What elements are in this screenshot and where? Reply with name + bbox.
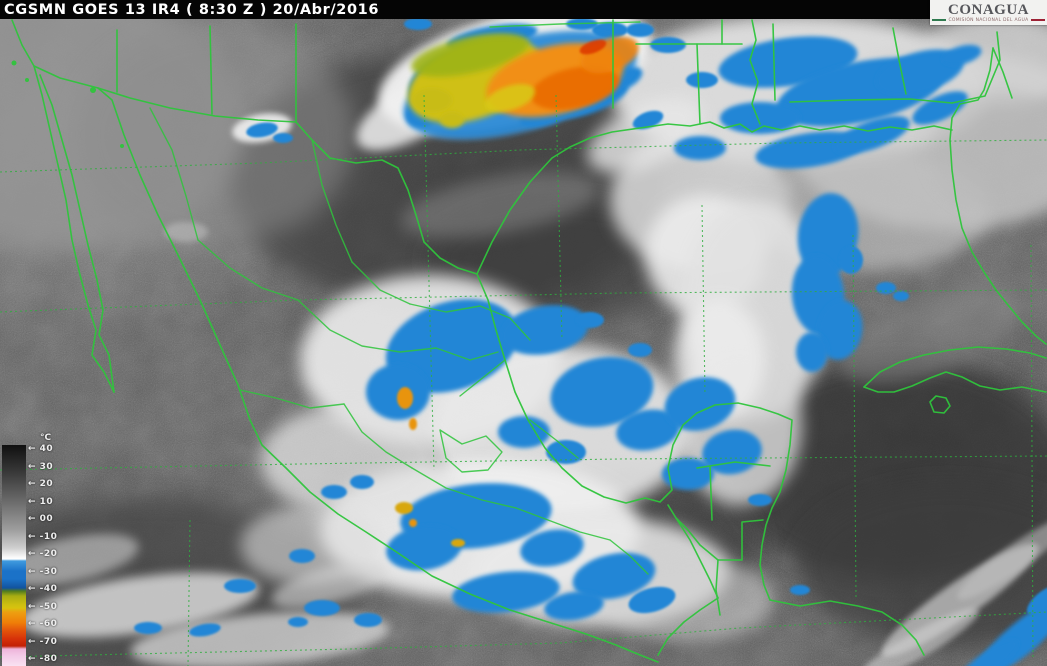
scale-tick-label: ← 40 [28,444,54,454]
scale-tick-label: ← -70 [28,636,58,647]
image-title: CGSMN GOES 13 IR4 ( 8:30 Z ) 20/Abr/2016 [4,1,380,18]
satellite-map [0,19,1047,666]
border-florida [949,47,1047,345]
title-bar: CGSMN GOES 13 IR4 ( 8:30 Z ) 20/Abr/2016 [0,0,1047,19]
map-dots [11,60,124,148]
scale-tick-label: ← 10 [28,496,54,507]
logo-red-bar [1030,19,1045,21]
border-baja-east [39,74,115,393]
border-pacific-coast [97,87,659,663]
border-yucatan [696,402,793,601]
border-honduras-coast [769,599,925,656]
scale-tick-label: ← -10 [28,531,58,542]
logo-subtitle: COMISIÓN NACIONAL DEL AGUA [948,17,1029,23]
scale-tick-label: ← -50 [28,601,58,612]
conagua-logo: CONAGUA COMISIÓN NACIONAL DEL AGUA [930,0,1047,25]
border-cuba-south [863,371,1047,393]
scale-tick-label: ← -20 [28,549,58,559]
scale-tick-label: ← 20 [28,479,54,489]
scale-tick-label: ← 30 [28,461,54,472]
scale-tick-label: ← -40 [28,584,58,594]
border-cuba-north [863,346,1047,388]
scale-unit-label: °C [40,433,52,443]
scale-tick-label: ← -60 [28,619,58,629]
logo-green-bar [932,19,947,21]
border-us-gulf-coast [476,121,953,275]
mexican-state-lines [149,21,649,575]
scale-tick-label: ← -80 [28,654,58,664]
storm-cell-core [403,30,639,140]
scale-tick-label: ← 00 [28,514,54,524]
border-guatemala [657,597,719,656]
graticule [0,94,1047,666]
border-mexico-gulf-coast [476,273,698,504]
border-isla-juventud [929,395,951,414]
logo-subtitle-row: COMISIÓN NACIONAL DEL AGUA [932,17,1045,23]
border-baja-west [11,19,115,393]
satellite-image [0,19,1047,666]
political-boundaries [11,19,1047,663]
cold-cloud-blue-patches [134,19,1047,666]
temperature-colorbar [2,445,26,666]
scale-tick-label: ← -30 [28,566,58,577]
logo-wordmark: CONAGUA [948,1,1029,18]
embedded-convection-dots [395,387,465,547]
temperature-scale-labels: ← 40 ← 30 ← 20 ← 10 ← 00 ← -10 ← -20 ← -… [28,444,57,664]
border-us-mexico [33,65,478,275]
